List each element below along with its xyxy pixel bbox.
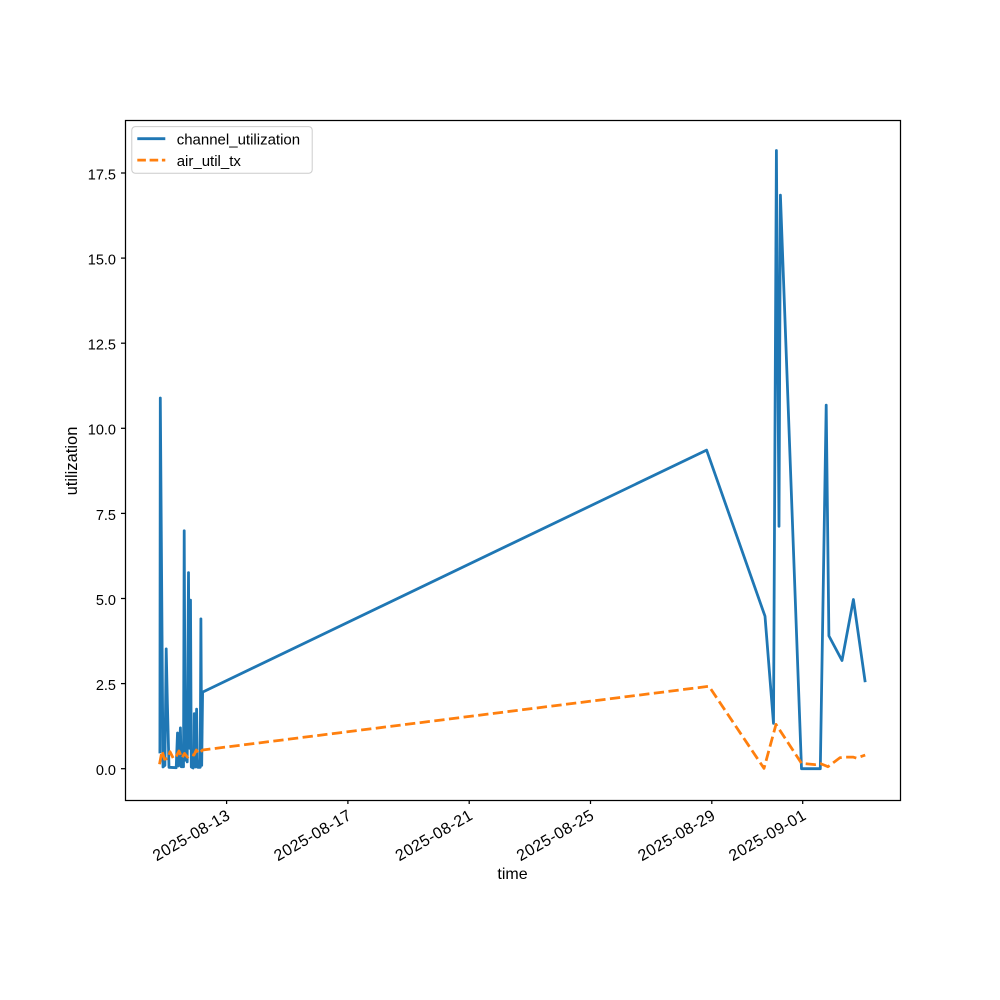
svg-text:utilization: utilization — [63, 427, 81, 496]
svg-text:time: time — [497, 866, 527, 883]
svg-text:channel_utilization: channel_utilization — [177, 132, 300, 149]
svg-text:air_util_tx: air_util_tx — [177, 153, 242, 170]
svg-text:17.5: 17.5 — [88, 167, 116, 183]
svg-text:12.5: 12.5 — [88, 338, 116, 354]
svg-text:5.0: 5.0 — [96, 593, 116, 609]
svg-text:7.5: 7.5 — [96, 508, 116, 524]
svg-text:0.0: 0.0 — [96, 763, 116, 779]
svg-text:2.5: 2.5 — [96, 678, 116, 694]
svg-text:10.0: 10.0 — [88, 423, 116, 439]
svg-text:15.0: 15.0 — [88, 253, 116, 269]
